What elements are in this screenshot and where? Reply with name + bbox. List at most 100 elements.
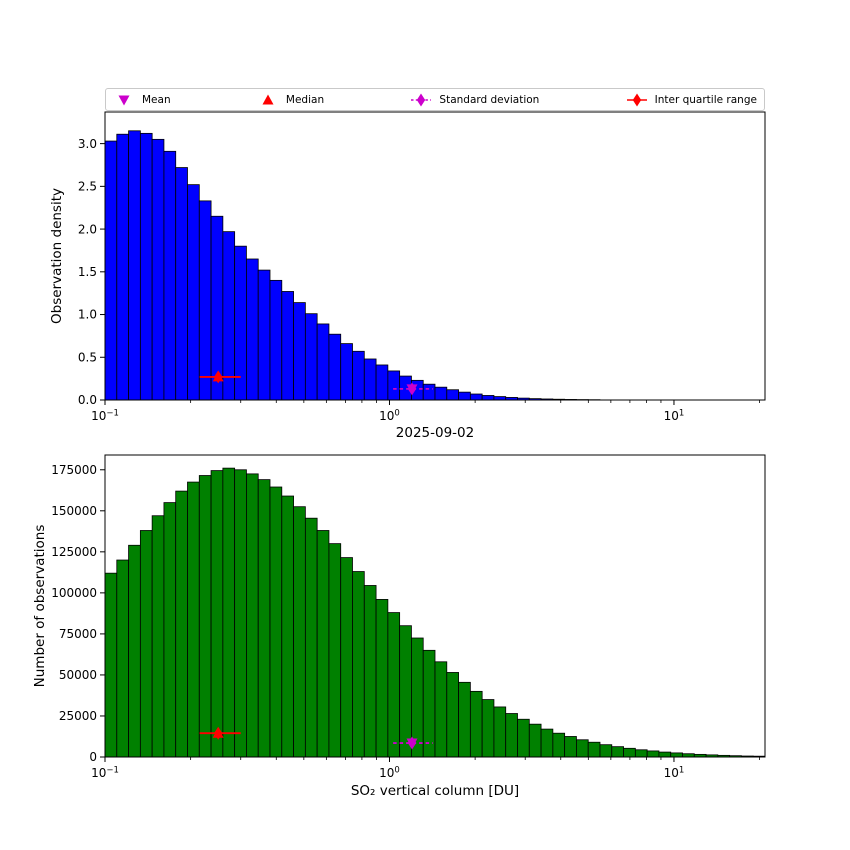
histogram-bar bbox=[328, 333, 342, 401]
y-tick-label: 100000 bbox=[51, 586, 97, 600]
histogram-bar bbox=[269, 279, 283, 401]
histogram-bar bbox=[623, 747, 636, 758]
legend-label: Median bbox=[285, 93, 325, 106]
legend-item-median: Median bbox=[257, 93, 324, 107]
histogram-bar bbox=[175, 167, 188, 401]
histogram-bar bbox=[304, 517, 318, 758]
histogram-bar bbox=[469, 393, 483, 401]
mean-marker-icon bbox=[118, 95, 130, 105]
histogram-bar bbox=[163, 502, 177, 758]
standard-deviation-marker bbox=[407, 736, 417, 750]
histogram-bar bbox=[434, 661, 448, 758]
histogram-bar bbox=[128, 130, 141, 401]
histogram-bar bbox=[175, 490, 188, 758]
histogram-bar bbox=[198, 200, 212, 401]
histogram-bar bbox=[316, 323, 330, 401]
histogram-bar bbox=[163, 150, 177, 401]
inter-quartile-range-marker-icon bbox=[626, 93, 647, 106]
histogram-bar bbox=[187, 184, 200, 401]
histogram-bar bbox=[340, 343, 353, 401]
y-tick-label: 25000 bbox=[59, 709, 97, 723]
x-tick-label: 101 bbox=[664, 409, 685, 424]
histogram-bar bbox=[375, 599, 389, 758]
histogram-bar bbox=[234, 469, 247, 758]
histogram-bar bbox=[446, 389, 459, 401]
histogram-bar bbox=[246, 258, 259, 401]
x-tick-label: 101 bbox=[664, 766, 685, 781]
histogram-bar bbox=[493, 396, 507, 401]
y-tick-label: 50000 bbox=[59, 668, 97, 682]
histogram-bar bbox=[469, 690, 483, 758]
histogram-bar bbox=[387, 370, 401, 401]
histogram-bar bbox=[139, 132, 153, 401]
histogram-bar bbox=[363, 358, 377, 401]
histogram-bar bbox=[458, 681, 471, 758]
bottom-ylabel-text: Number of observations bbox=[32, 524, 48, 688]
histogram-bar bbox=[434, 386, 448, 401]
histogram-bar bbox=[540, 728, 554, 758]
y-tick-label: 2.0 bbox=[78, 222, 97, 236]
histogram-bar bbox=[246, 473, 259, 758]
observation-density-histogram: 0.0 0.5 1.0 1.5 2.0 2.5 3.0 10−1 100 101 bbox=[78, 111, 766, 424]
top-xlabel-date: 2025-09-02 bbox=[395, 425, 475, 441]
histogram-bar bbox=[505, 713, 518, 758]
histogram-bar bbox=[387, 612, 401, 758]
legend: Mean Median Standard deviation Inter quarti… bbox=[105, 88, 765, 111]
histogram-bar bbox=[658, 751, 672, 758]
histogram-bar bbox=[493, 706, 507, 758]
histogram-bar bbox=[670, 752, 683, 758]
histogram-bar bbox=[128, 544, 141, 758]
histogram-bar bbox=[198, 475, 212, 758]
histogram-bar bbox=[293, 506, 306, 758]
histogram-bar bbox=[151, 515, 165, 758]
histogram-bar bbox=[257, 479, 271, 758]
inter-quartile-range-marker bbox=[214, 726, 223, 740]
histogram-bar bbox=[352, 571, 365, 758]
histogram-bar bbox=[363, 585, 377, 758]
median-marker-icon bbox=[262, 94, 274, 104]
legend-item-mean: Mean bbox=[113, 93, 171, 107]
histogram-bar bbox=[304, 313, 318, 401]
legend-label: Inter quartile range bbox=[654, 93, 757, 106]
histogram-bar bbox=[104, 140, 118, 401]
histogram-bar bbox=[481, 699, 495, 758]
y-tick-label: 1.0 bbox=[78, 308, 97, 322]
histogram-bar bbox=[281, 495, 294, 758]
bottom-xlabel: SO₂ vertical column [DU] bbox=[350, 783, 520, 799]
histogram-bar bbox=[564, 736, 577, 758]
x-tick-label: 10−1 bbox=[91, 409, 119, 424]
histogram-bar bbox=[257, 269, 271, 401]
legend-label: Standard deviation bbox=[439, 93, 540, 106]
histogram-bar bbox=[446, 672, 459, 758]
histogram-bar bbox=[528, 723, 542, 758]
histogram-bar bbox=[187, 481, 200, 758]
y-tick-label: 175000 bbox=[51, 463, 97, 477]
histogram-bar bbox=[481, 395, 495, 401]
histogram-bar bbox=[517, 718, 530, 758]
histogram-bar bbox=[281, 291, 294, 401]
histogram-bar bbox=[293, 302, 306, 401]
x-tick-label: 100 bbox=[379, 766, 400, 781]
y-tick-label: 0.5 bbox=[78, 350, 97, 364]
inter-quartile-range-marker bbox=[214, 370, 223, 384]
histogram-bar bbox=[151, 138, 165, 401]
y-tick-label: 3.0 bbox=[78, 137, 97, 151]
histogram-bar bbox=[634, 749, 648, 758]
y-tick-label: 150000 bbox=[51, 504, 97, 518]
number-of-observations-histogram: 0 25000 50000 75000 100000 125000 150000 175000… bbox=[51, 454, 766, 781]
histogram-bar bbox=[222, 231, 236, 401]
y-tick-label: 2.5 bbox=[78, 180, 97, 194]
histogram-bar bbox=[646, 750, 660, 758]
legend-item-inter-quartile-range: Inter quartile range bbox=[626, 93, 757, 107]
histogram-bar bbox=[399, 625, 412, 758]
histogram-bar bbox=[104, 572, 118, 758]
legend-item-standard-deviation: Standard deviation bbox=[410, 93, 539, 107]
histogram-bar bbox=[587, 741, 601, 758]
histogram-bar bbox=[599, 744, 613, 758]
y-tick-label: 125000 bbox=[51, 545, 97, 559]
y-tick-label: 0.0 bbox=[78, 393, 97, 407]
axes-spines bbox=[104, 454, 766, 758]
histogram-bar bbox=[552, 732, 566, 758]
histogram-bar bbox=[328, 543, 342, 758]
